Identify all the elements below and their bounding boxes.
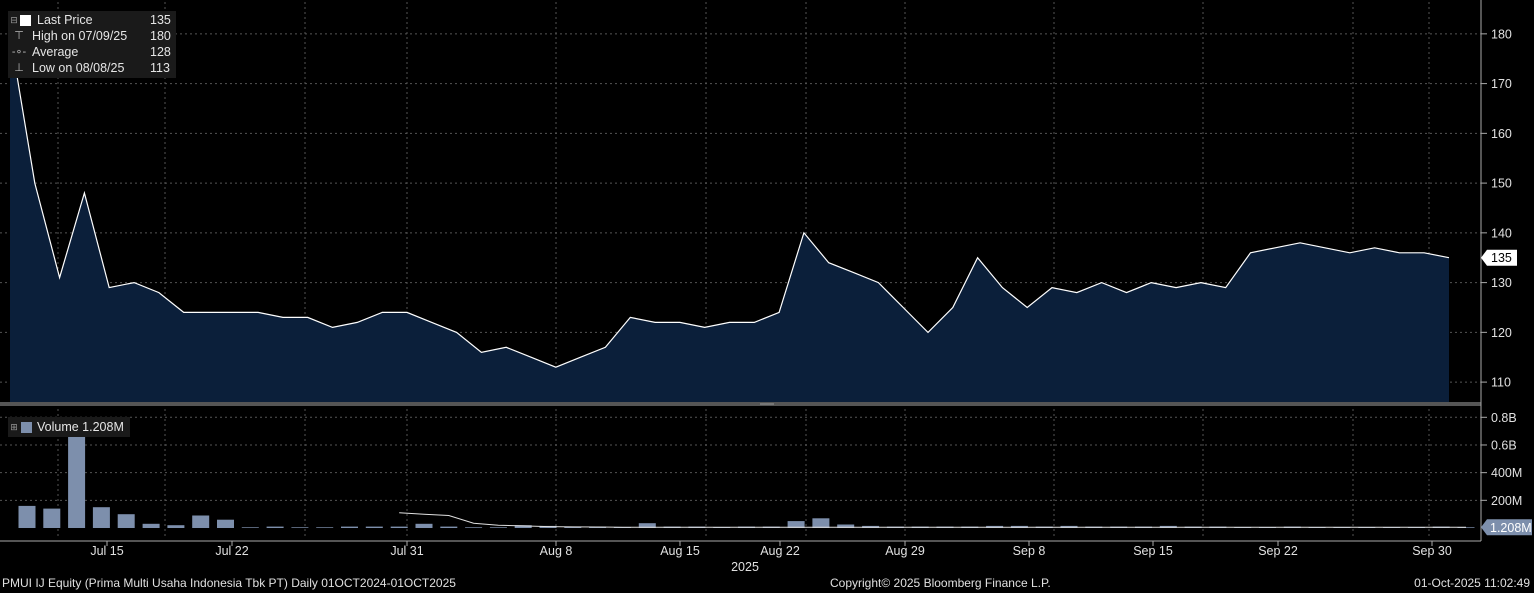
price-line bbox=[9, 33, 1450, 368]
volume-bar bbox=[390, 526, 408, 528]
x-tick-label: Sep 8 bbox=[1013, 544, 1046, 558]
legend-row-high: ⊤ High on 07/09/25 180 bbox=[8, 28, 176, 44]
legend-high-value: 180 bbox=[150, 29, 171, 43]
legend-last-price-label: Last Price bbox=[37, 13, 93, 27]
x-tick-label: Sep 15 bbox=[1133, 544, 1173, 558]
x-tick-label: Aug 29 bbox=[885, 544, 925, 558]
volume-bar bbox=[440, 526, 458, 528]
x-axis-year-label: 2025 bbox=[731, 560, 759, 574]
price-tick-label: 140 bbox=[1491, 226, 1512, 240]
volume-bar bbox=[217, 519, 234, 528]
price-tick-label: 180 bbox=[1491, 27, 1512, 41]
price-tick-label: 150 bbox=[1491, 177, 1512, 191]
volume-tick-label: 400M bbox=[1491, 466, 1522, 480]
volume-bar bbox=[787, 521, 805, 528]
volume-bar bbox=[68, 417, 86, 528]
price-legend: ⊟ Last Price 135 ⊤ High on 07/09/25 180 … bbox=[8, 11, 176, 78]
volume-bar bbox=[291, 527, 309, 528]
volume-bar bbox=[365, 526, 383, 528]
price-tick-label: 170 bbox=[1491, 77, 1512, 91]
last-volume-badge-label: 1.208M bbox=[1490, 521, 1532, 535]
price-tick-label: 110 bbox=[1491, 376, 1511, 390]
volume-bar bbox=[837, 524, 855, 528]
price-series-layer bbox=[9, 33, 1450, 403]
expand-icon[interactable]: ⊞ bbox=[10, 422, 18, 432]
volume-tick-label: 0.8B bbox=[1491, 411, 1517, 425]
legend-low-label: Low on 08/08/25 bbox=[32, 61, 125, 75]
high-marker-icon: ⊤ bbox=[14, 30, 24, 42]
price-tick-label: 130 bbox=[1491, 276, 1512, 290]
last-price-badge bbox=[1481, 249, 1517, 266]
volume-bar bbox=[489, 527, 507, 528]
volume-bar bbox=[638, 523, 656, 528]
volume-bar bbox=[142, 523, 160, 528]
expand-icon[interactable]: ⊟ bbox=[10, 15, 18, 25]
low-marker-icon: ⊥ bbox=[14, 62, 24, 74]
x-tick-label: Jul 15 bbox=[90, 544, 123, 558]
x-tick-label: Jul 31 bbox=[390, 544, 423, 558]
volume-average-line bbox=[399, 512, 1466, 528]
legend-average-value: 128 bbox=[150, 45, 171, 59]
x-tick-label: Aug 15 bbox=[660, 544, 700, 558]
volume-bar bbox=[415, 523, 433, 528]
price-tick-label: 160 bbox=[1491, 127, 1512, 141]
x-tick-label: Aug 22 bbox=[760, 544, 800, 558]
panel-divider bbox=[0, 402, 1481, 406]
volume-bar bbox=[241, 527, 259, 528]
legend-low-value: 113 bbox=[150, 61, 170, 75]
volume-bar bbox=[167, 525, 185, 528]
last-volume-badge bbox=[1481, 519, 1532, 536]
volume-bar bbox=[117, 514, 135, 528]
axis-layer: 110 120 130 140 150 160 170 180 135 200M 400M 0.6B 0… bbox=[0, 0, 1532, 574]
volume-bar bbox=[316, 527, 334, 528]
footer-security: PMUI IJ Equity (Prima Multi Usaha Indone… bbox=[2, 576, 456, 590]
volume-bar bbox=[18, 505, 36, 528]
volume-tick-label: 0.6B bbox=[1491, 438, 1517, 452]
x-tick-label: Sep 30 bbox=[1412, 544, 1452, 558]
volume-bar bbox=[812, 518, 830, 528]
average-marker-icon: -∘- bbox=[11, 46, 27, 58]
legend-average-label: Average bbox=[32, 45, 79, 59]
volume-swatch-icon bbox=[21, 421, 32, 433]
volume-bar bbox=[192, 515, 210, 528]
volume-legend: ⊞ Volume 1.208M bbox=[8, 417, 130, 437]
legend-row-last-price: ⊟ Last Price 135 bbox=[8, 12, 176, 28]
legend-last-price-value: 135 bbox=[150, 13, 171, 27]
x-tick-label: Aug 8 bbox=[540, 544, 573, 558]
legend-row-average: -∘- Average 128 bbox=[8, 44, 176, 60]
price-area bbox=[10, 33, 1449, 403]
volume-tick-label: 200M bbox=[1491, 494, 1522, 508]
footer-timestamp: 01-Oct-2025 11:02:49 bbox=[1414, 576, 1530, 590]
volume-bar bbox=[465, 527, 483, 528]
volume-series-layer bbox=[18, 417, 1475, 528]
price-tick-label: 120 bbox=[1491, 326, 1512, 340]
last-price-swatch-icon bbox=[20, 14, 31, 26]
volume-bar bbox=[514, 525, 532, 528]
last-price-badge-label: 135 bbox=[1491, 251, 1512, 265]
legend-row-low: ⊥ Low on 08/08/25 113 bbox=[8, 60, 176, 76]
volume-bar bbox=[43, 508, 61, 528]
x-tick-label: Sep 22 bbox=[1258, 544, 1298, 558]
footer-copyright: Copyright© 2025 Bloomberg Finance L.P. bbox=[830, 576, 1051, 590]
x-tick-label: Jul 22 bbox=[215, 544, 248, 558]
legend-volume-label: Volume 1.208M bbox=[37, 420, 124, 434]
legend-high-label: High on 07/09/25 bbox=[32, 29, 128, 43]
volume-bar bbox=[266, 526, 284, 528]
volume-bar bbox=[341, 526, 358, 528]
volume-bar bbox=[92, 507, 110, 528]
